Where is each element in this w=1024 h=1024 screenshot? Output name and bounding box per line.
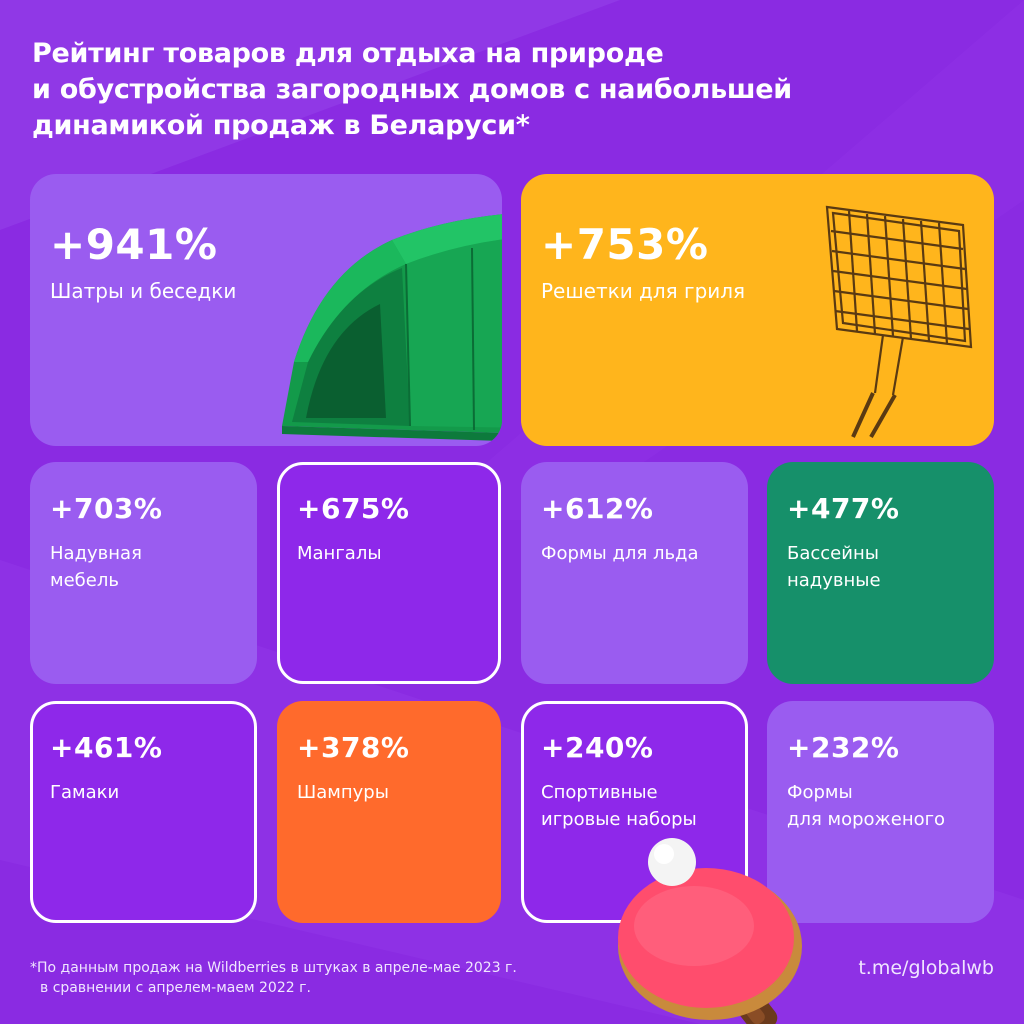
card-label-line: Спортивные	[541, 782, 658, 803]
card-label: Шатры и беседки	[50, 278, 236, 305]
card-label-line: Шампуры	[297, 782, 389, 803]
title-line: и обустройства загородных домов с наибол…	[32, 74, 792, 105]
card-value: +232%	[787, 731, 900, 764]
card-label-line: Формы для льда	[541, 543, 699, 564]
footnote-line: в сравнении с апрелем-маем 2022 г.	[40, 980, 311, 996]
card-value: +461%	[50, 731, 163, 764]
card-inflatable-pools: +477% Бассейны надувные	[767, 462, 994, 684]
card-skewers: +378% Шампуры	[277, 701, 501, 923]
ping-pong-paddle-icon	[618, 838, 802, 1024]
card-value: +378%	[297, 731, 410, 764]
card-value: +240%	[541, 731, 654, 764]
card-label-line: игровые наборы	[541, 809, 697, 830]
card-label-line: Формы	[787, 782, 853, 803]
card-label-line: мебель	[50, 570, 119, 591]
card-label: Надувная мебель	[50, 540, 142, 594]
card-label: Формы для мороженого	[787, 779, 945, 833]
card-label-line: для мороженого	[787, 809, 946, 830]
card-label: Спортивные игровые наборы	[541, 779, 697, 833]
card-label: Шампуры	[297, 779, 389, 806]
card-label-line: Бассейны	[787, 543, 879, 564]
telegram-link[interactable]: t.me/globalwb	[858, 957, 994, 979]
page-title: Рейтинг товаров для отдыха на природе и …	[32, 36, 932, 144]
card-label-line: Гамаки	[50, 782, 120, 803]
card-hammocks: +461% Гамаки	[30, 701, 257, 923]
title-line: Рейтинг товаров для отдыха на природе	[32, 38, 664, 69]
footnote-line: *По данным продаж на Wildberries в штука…	[30, 960, 517, 976]
card-ice-molds: +612% Формы для льда	[521, 462, 748, 684]
card-value: +941%	[50, 220, 218, 269]
card-braziers: +675% Мангалы	[277, 462, 501, 684]
card-label-line: Решетки для гриля	[541, 279, 746, 303]
card-label: Решетки для гриля	[541, 278, 745, 305]
card-label: Формы для льда	[541, 540, 699, 567]
card-label: Мангалы	[297, 540, 382, 567]
card-label: Бассейны надувные	[787, 540, 881, 594]
card-value: +753%	[541, 220, 709, 269]
card-grill-grates: +753% Решетки для гриля	[521, 174, 994, 446]
card-inflatable-furniture: +703% Надувная мебель	[30, 462, 257, 684]
card-label-line: Надувная	[50, 543, 142, 564]
card-value: +612%	[541, 492, 654, 525]
card-label-line: Шатры и беседки	[50, 279, 237, 303]
footnote: *По данным продаж на Wildberries в штука…	[30, 958, 517, 998]
card-ice-cream-molds: +232% Формы для мороженого	[767, 701, 994, 923]
grill-grate-icon	[825, 205, 973, 438]
card-tents: +941% Шатры и беседки	[30, 174, 502, 446]
card-label: Гамаки	[50, 779, 119, 806]
title-line: динамикой продаж в Беларуси*	[32, 110, 530, 141]
tent-icon	[282, 214, 502, 442]
card-value: +675%	[297, 492, 410, 525]
card-label-line: надувные	[787, 570, 881, 591]
card-value: +477%	[787, 492, 900, 525]
card-value: +703%	[50, 492, 163, 525]
card-label-line: Мангалы	[297, 543, 382, 564]
